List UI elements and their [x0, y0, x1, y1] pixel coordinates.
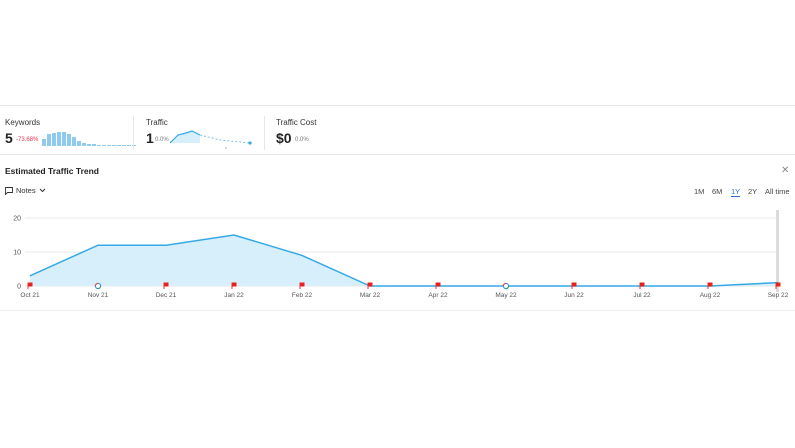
keywords-change: -73.68% — [16, 137, 39, 143]
x-tick-label: Oct 21 — [20, 292, 40, 299]
x-tick-label: May 22 — [495, 292, 517, 299]
keywords-value: 5 — [5, 130, 13, 146]
traffic-cost-value: $0 — [276, 130, 292, 146]
panel-title: Estimated Traffic Trend — [5, 166, 99, 176]
keywords-label: Keywords — [5, 118, 41, 127]
traffic-sparkline — [170, 130, 252, 149]
flag-icon[interactable] — [231, 282, 237, 290]
range-1m[interactable]: 1M — [694, 187, 705, 196]
flag-icon[interactable] — [367, 282, 373, 290]
traffic-cost-metric[interactable]: Traffic Cost $0 0.0% — [276, 106, 396, 150]
metrics-bar: Keywords 5 -73.68% Traffic 1 — [0, 105, 795, 154]
keywords-metric[interactable]: Keywords 5 -73.68% — [5, 106, 136, 150]
google-update-icon[interactable] — [502, 282, 510, 290]
comment-icon — [5, 186, 13, 195]
traffic-series-line — [29, 234, 779, 287]
x-tick-label: Mar 22 — [360, 292, 381, 299]
y-tick-label: 10 — [13, 250, 21, 257]
flag-icon[interactable] — [571, 282, 577, 290]
range-1y[interactable]: 1Y — [731, 187, 741, 197]
traffic-change: 0.0% — [155, 137, 169, 143]
flag-icon[interactable] — [639, 282, 645, 290]
chart-markers — [27, 282, 781, 290]
x-tick-label: Aug 22 — [700, 292, 721, 299]
keywords-sparkbars — [42, 132, 136, 146]
panel-divider — [0, 154, 795, 155]
flag-icon[interactable] — [299, 282, 305, 290]
metric-divider — [264, 116, 265, 150]
chart-scroll-handle[interactable] — [776, 210, 779, 292]
traffic-cost-change: 0.0% — [295, 137, 309, 143]
traffic-metric[interactable]: Traffic 1 0.0% — [146, 106, 261, 150]
notes-label: Notes — [16, 186, 36, 195]
panel-bottom-divider — [0, 310, 795, 311]
metric-divider — [133, 116, 134, 150]
y-axis-ticks: 0 10 20 — [13, 216, 21, 291]
traffic-area-fill — [30, 235, 778, 286]
traffic-value: 1 — [146, 130, 154, 146]
x-tick-label: Feb 22 — [292, 292, 313, 299]
x-tick-label: Apr 22 — [428, 292, 448, 299]
x-tick-label: Nov 21 — [88, 292, 109, 299]
traffic-trend-chart: 0 10 20 Oct 21 Nov 21 Dec 21 Jan 22 Feb 22 Mar … — [13, 210, 789, 299]
x-tick-label: Jun 22 — [564, 292, 584, 299]
y-tick-label: 0 — [17, 284, 21, 291]
range-2y[interactable]: 2Y — [748, 187, 758, 196]
range-6m[interactable]: 6M — [712, 187, 723, 196]
flag-icon[interactable] — [707, 282, 713, 290]
flag-icon[interactable] — [163, 282, 169, 290]
y-tick-label: 20 — [13, 216, 21, 223]
traffic-cost-label: Traffic Cost — [276, 118, 317, 127]
flag-icon[interactable] — [775, 282, 781, 290]
notes-button[interactable]: Notes — [5, 186, 46, 195]
x-axis-ticks: Oct 21 Nov 21 Dec 21 Jan 22 Feb 22 Mar 22 Apr … — [20, 292, 788, 299]
flag-icon[interactable] — [27, 282, 33, 290]
close-icon[interactable]: ✕ — [781, 165, 790, 176]
traffic-label: Traffic — [146, 118, 168, 127]
flag-icon[interactable] — [435, 282, 441, 290]
google-update-icon[interactable] — [94, 282, 102, 290]
x-tick-label: Sep 22 — [768, 292, 789, 299]
chevron-down-icon — [39, 188, 45, 193]
x-tick-label: Dec 21 — [156, 292, 177, 299]
x-tick-label: Jul 22 — [633, 292, 651, 299]
range-all-time[interactable]: All time — [765, 187, 790, 196]
x-tick-label: Jan 22 — [224, 292, 244, 299]
